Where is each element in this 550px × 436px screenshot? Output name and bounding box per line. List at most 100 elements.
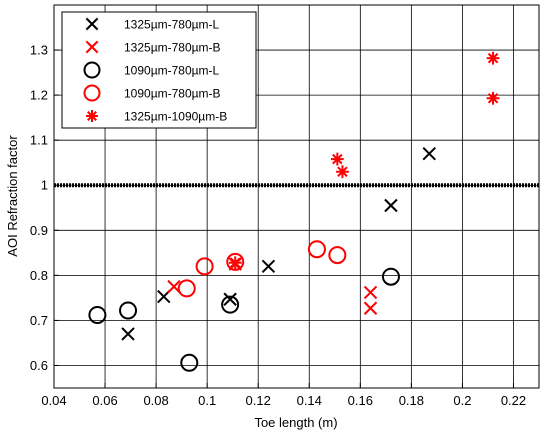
data-point	[228, 256, 242, 270]
legend-label: 1090µm-780µm-L	[124, 64, 220, 78]
marker-stroke	[177, 279, 196, 298]
data-points	[88, 51, 500, 372]
legend-label: 1090µm-780µm-B	[124, 87, 221, 101]
plot-frame	[53, 4, 540, 389]
marker-stroke	[307, 240, 326, 259]
x-tick-label: 0.14	[297, 393, 322, 408]
marker-stroke	[363, 301, 378, 315]
marker-stroke	[157, 289, 171, 304]
data-point	[180, 353, 199, 372]
data-point	[157, 289, 171, 304]
series-5	[228, 51, 500, 270]
y-tick-label: 1.1	[30, 133, 48, 148]
y-tick-label: 1	[41, 178, 48, 193]
series-3	[88, 267, 400, 372]
data-point	[226, 252, 245, 271]
x-tick-label: 0.2	[453, 393, 471, 408]
data-point	[177, 279, 196, 298]
legend-item: 1090µm-780µm-B	[83, 84, 221, 102]
marker-stroke	[223, 292, 237, 306]
y-tick-labels: 0.6 0.7 0.8 0.9 1 1.1 1.2 1.3	[30, 43, 48, 373]
marker-stroke	[226, 252, 245, 271]
x-tick-label: 0.08	[143, 393, 168, 408]
x-tick-label: 0.04	[41, 393, 66, 408]
x-tick-label: 0.18	[399, 393, 424, 408]
marker-stroke	[119, 301, 138, 320]
marker-stroke	[381, 267, 400, 286]
y-tick-label: 0.9	[30, 223, 48, 238]
marker-stroke	[180, 353, 199, 372]
legend-item: 1325µm-780µm-B	[85, 40, 221, 55]
marker-stroke	[221, 295, 240, 314]
marker-stroke	[195, 257, 214, 276]
x-tick-label: 0.12	[246, 393, 271, 408]
marker-stroke	[332, 153, 343, 165]
data-point	[381, 267, 400, 286]
data-point	[307, 240, 326, 259]
y-tick-label: 1.3	[30, 43, 48, 58]
legend-box	[61, 11, 257, 129]
marker-stroke	[337, 166, 348, 177]
marker-stroke	[88, 306, 107, 325]
legend-item: 1325µm-780µm-L	[85, 17, 220, 32]
x-axis-title: Toe length (m)	[254, 415, 337, 430]
x-tick-label: 0.06	[92, 393, 117, 408]
legend-label: 1325µm-780µm-B	[124, 41, 221, 55]
marker-stroke	[167, 279, 181, 294]
data-point	[261, 259, 276, 274]
marker-stroke	[363, 285, 378, 300]
y-tick-label: 0.6	[30, 358, 48, 373]
data-point	[486, 51, 500, 65]
data-point	[119, 301, 138, 320]
legend-item: 1325µm-1090µm-B	[86, 110, 227, 124]
marker-stroke	[487, 93, 499, 104]
marker-stroke	[422, 146, 436, 161]
tick-marks	[53, 49, 514, 388]
data-point	[223, 292, 237, 306]
marker-stroke	[261, 259, 276, 274]
y-axis-title: AOI Refraction factor	[5, 135, 20, 257]
marker-stroke	[87, 111, 97, 121]
legend-marker	[83, 84, 101, 102]
legend-marker	[83, 61, 101, 79]
series-1	[121, 146, 436, 341]
legend: 1325µm-780µm-L 1325µm-780µm-B 1090µm-780µm…	[61, 11, 257, 129]
marker-stroke	[328, 246, 347, 265]
legend-marker	[85, 40, 99, 54]
y-tick-label: 1.2	[30, 88, 48, 103]
series-4	[177, 240, 347, 298]
legend-item: 1090µm-780µm-L	[83, 61, 220, 79]
x-tick-labels: 0.04 0.06 0.08 0.1 0.12 0.14 0.16 0.18 0.2 0.22	[41, 393, 526, 408]
data-point	[330, 152, 344, 166]
data-point	[121, 327, 135, 341]
data-point	[221, 295, 240, 314]
data-point	[384, 198, 398, 213]
marker-stroke	[85, 17, 99, 31]
data-point	[167, 279, 181, 294]
legend-marker	[85, 17, 99, 31]
marker-stroke	[121, 327, 135, 341]
y-tick-label: 0.7	[30, 313, 48, 328]
y-tick-label: 0.8	[30, 268, 48, 283]
marker-stroke	[83, 61, 101, 79]
data-point	[336, 165, 349, 179]
marker-stroke	[230, 257, 241, 268]
data-point	[328, 246, 347, 265]
data-point	[88, 306, 107, 325]
data-point	[422, 146, 436, 161]
data-point	[363, 285, 378, 300]
marker-stroke	[487, 52, 499, 64]
marker-stroke	[384, 198, 398, 213]
legend-label: 1325µm-780µm-L	[124, 18, 220, 32]
x-tick-label: 0.22	[501, 393, 526, 408]
data-point	[486, 91, 500, 105]
marker-stroke	[85, 40, 99, 54]
x-tick-label: 0.16	[348, 393, 373, 408]
data-point	[363, 301, 378, 315]
marker-stroke	[83, 84, 101, 102]
data-point	[195, 257, 214, 276]
legend-label: 1325µm-1090µm-B	[124, 110, 227, 124]
legend-marker	[86, 110, 98, 122]
x-tick-label: 0.1	[198, 393, 216, 408]
